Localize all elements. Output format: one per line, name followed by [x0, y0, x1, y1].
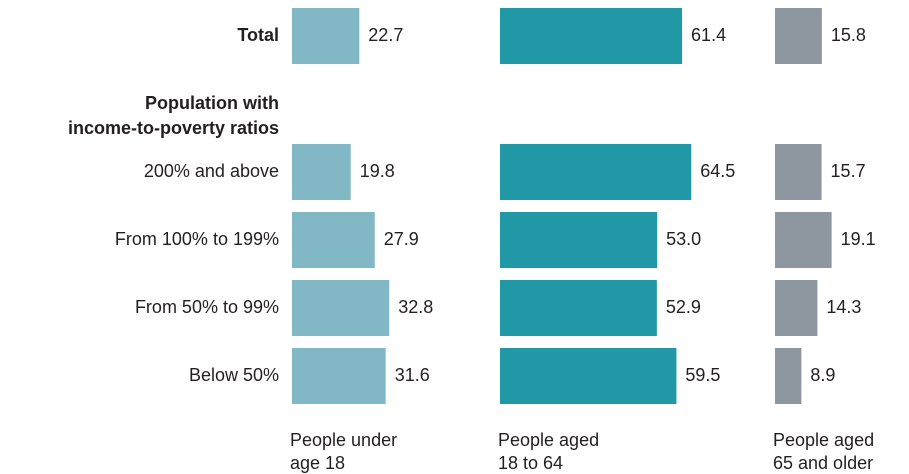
value-labels: 22.7 19.8 27.9 32.8 31.6 61.4 64.5 53.0 52.9 59.5…	[360, 25, 876, 385]
value-label-s1-c2: 53.0	[666, 229, 701, 249]
row-label-0: Total	[237, 25, 279, 45]
group-heading: Population with income-to-poverty ratios	[68, 93, 279, 138]
bar-s2-c2	[775, 212, 832, 268]
series-label-0: People under age 18	[290, 430, 397, 473]
bar-s0-c3	[292, 280, 390, 336]
value-label-s2-c4: 8.9	[810, 365, 835, 385]
bar-s2-c0	[775, 8, 822, 64]
value-label-s1-c0: 61.4	[691, 25, 726, 45]
row-label-3: From 50% to 99%	[135, 297, 279, 317]
bar-s0-c2	[292, 212, 375, 268]
bar-s0-c0	[292, 8, 360, 64]
value-label-s0-c2: 27.9	[384, 229, 419, 249]
value-label-s2-c0: 15.8	[831, 25, 866, 45]
bar-s1-c1	[500, 144, 692, 200]
column-labels: People under age 18 People aged 18 to 64 Peo…	[290, 430, 874, 473]
bar-s0-c4	[292, 348, 386, 404]
row-labels: Total 200% and above From 100% to 199% From…	[115, 25, 279, 385]
value-label-s0-c1: 19.8	[360, 161, 395, 181]
bar-s0-c1	[292, 144, 351, 200]
value-label-s2-c3: 14.3	[826, 297, 861, 317]
value-label-s0-c3: 32.8	[398, 297, 433, 317]
series-label-2: People aged 65 and older	[773, 430, 874, 473]
bar-s1-c2	[500, 212, 658, 268]
bar-s1-c0	[500, 8, 683, 64]
bar-s1-c3	[500, 280, 657, 336]
value-label-s0-c0: 22.7	[368, 25, 403, 45]
value-label-s1-c3: 52.9	[666, 297, 701, 317]
row-label-1: 200% and above	[144, 161, 279, 181]
value-label-s2-c1: 15.7	[831, 161, 866, 181]
value-label-s0-c4: 31.6	[395, 365, 430, 385]
series-label-1: People aged 18 to 64	[498, 430, 599, 473]
value-label-s2-c2: 19.1	[841, 229, 876, 249]
bars	[292, 8, 832, 404]
group-heading-line-0: Population with	[145, 93, 279, 113]
row-label-4: Below 50%	[189, 365, 279, 385]
value-label-s1-c4: 59.5	[685, 365, 720, 385]
bar-s1-c4	[500, 348, 677, 404]
bar-s2-c3	[775, 280, 818, 336]
value-label-s1-c1: 64.5	[700, 161, 735, 181]
row-label-2: From 100% to 199%	[115, 229, 279, 249]
bar-s2-c4	[775, 348, 802, 404]
bar-s2-c1	[775, 144, 822, 200]
group-heading-line-1: income-to-poverty ratios	[68, 118, 279, 138]
